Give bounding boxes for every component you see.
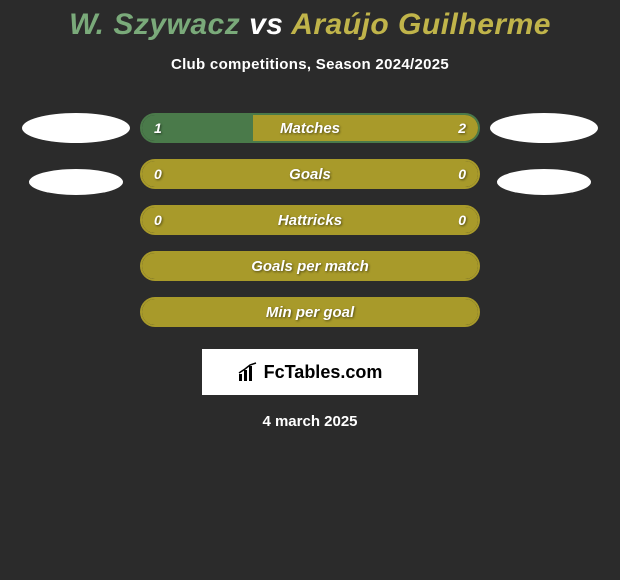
player2-name: Araújo Guilherme: [291, 8, 551, 41]
date-text: 4 march 2025: [0, 413, 620, 430]
matches-left-value: 1: [154, 120, 162, 136]
goals-left-value: 0: [154, 166, 162, 182]
goals-label: Goals: [289, 166, 331, 183]
hattricks-left-value: 0: [154, 212, 162, 228]
player1-avatar-col: [22, 113, 130, 195]
brand-logo[interactable]: FcTables.com: [202, 349, 418, 395]
mpg-label: Min per goal: [266, 304, 354, 321]
goals-right-value: 0: [458, 166, 466, 182]
stat-bar-matches: 1 Matches 2: [140, 113, 480, 143]
stat-bars: 1 Matches 2 0 Goals 0 0 Hattricks 0 Goal…: [140, 113, 480, 327]
chart-icon: [238, 362, 258, 382]
player2-avatar-shadow: [497, 169, 591, 195]
stat-bar-goals: 0 Goals 0: [140, 159, 480, 189]
player2-avatar-col: [490, 113, 598, 195]
player1-avatar-shadow: [29, 169, 123, 195]
player1-name: W. Szywacz: [69, 8, 240, 41]
hattricks-right-value: 0: [458, 212, 466, 228]
matches-right-value: 2: [458, 120, 466, 136]
gpm-label: Goals per match: [251, 258, 369, 275]
brand-text: FcTables.com: [264, 362, 383, 383]
comparison-title: W. Szywacz vs Araújo Guilherme: [0, 0, 620, 42]
stats-area: 1 Matches 2 0 Goals 0 0 Hattricks 0 Goal…: [0, 113, 620, 327]
matches-label: Matches: [280, 120, 340, 137]
stat-bar-hattricks: 0 Hattricks 0: [140, 205, 480, 235]
stat-bar-gpm: Goals per match: [140, 251, 480, 281]
stat-bar-mpg: Min per goal: [140, 297, 480, 327]
vs-text: vs: [249, 8, 283, 41]
subtitle: Club competitions, Season 2024/2025: [0, 56, 620, 73]
player2-avatar: [490, 113, 598, 143]
player1-avatar: [22, 113, 130, 143]
hattricks-label: Hattricks: [278, 212, 342, 229]
